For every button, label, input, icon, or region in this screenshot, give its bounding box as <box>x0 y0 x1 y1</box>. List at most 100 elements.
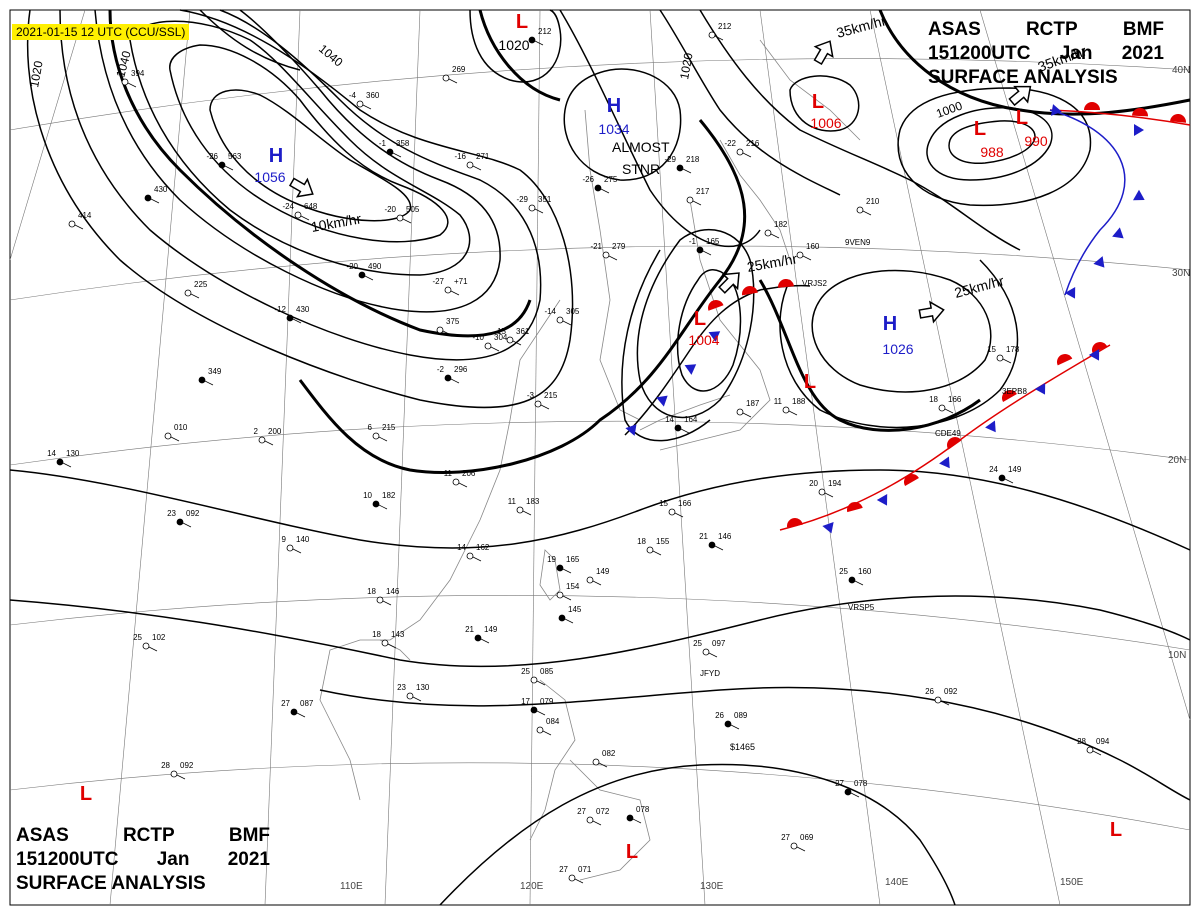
station-plot: -12 430 <box>274 305 310 324</box>
station-temperature: 11 <box>774 397 783 406</box>
warm-front-semicircle <box>787 518 803 528</box>
low-pressure-center: L <box>812 91 824 113</box>
station-pressure: 078 <box>854 779 868 788</box>
ship-callsign: JFYD <box>700 669 720 678</box>
lon-label: 150E <box>1060 877 1084 888</box>
title-time-2: 151200UTC <box>16 849 119 870</box>
station-plot: 212 <box>708 22 732 41</box>
station-plot: -16 271 <box>454 152 490 171</box>
station-temperature: 28 <box>1077 737 1086 746</box>
station-plot: -10 304 <box>472 333 508 352</box>
station-temperature: 18 <box>372 630 381 639</box>
isobar-label: 1020 <box>677 51 695 80</box>
station-temperature: -2 <box>437 365 445 374</box>
station-temperature: -26 <box>206 152 218 161</box>
station-pressure: 143 <box>391 630 405 639</box>
station-pressure: 430 <box>296 305 310 314</box>
title-block-top-right: ASAS RCTP BMF 151200UTC Jan 2021 SURFACE… <box>928 18 1164 90</box>
station-plot: 082 <box>592 749 616 768</box>
station-pressure: 216 <box>746 139 760 148</box>
station-plot: 20 194 <box>809 479 842 498</box>
high-pressure-center: H <box>269 145 283 167</box>
station-pressure: 178 <box>1006 345 1020 354</box>
station-plot: 11 206 <box>444 469 476 488</box>
station-temperature: 14 <box>457 543 466 552</box>
title-year: 2021 <box>1121 43 1164 64</box>
station-temperature: 11 <box>444 469 453 478</box>
ship-callsign: CDE49 <box>935 429 961 438</box>
station-plot: 187 <box>736 399 760 418</box>
station-temperature: 15 <box>987 345 996 354</box>
station-pressure: 218 <box>686 155 700 164</box>
station-plot: 225 <box>184 280 208 299</box>
lat-label: 20N <box>1168 455 1186 466</box>
warm-front-semicircle <box>847 502 863 513</box>
station-temperature: 11 <box>508 497 517 506</box>
station-pressure: 146 <box>386 587 400 596</box>
station-temperature: -15 <box>494 327 506 336</box>
warm-front-semicircle <box>1002 390 1017 402</box>
station-plot: -2 296 <box>437 365 468 384</box>
station-pressure: 490 <box>368 262 382 271</box>
station-plot: 25 097 <box>693 639 726 658</box>
station-plot: 349 <box>198 367 222 386</box>
cold-front-triangle <box>656 395 668 407</box>
title-time: 151200UTC <box>928 43 1031 64</box>
cold-front-triangle <box>939 456 950 469</box>
title-type: BMF <box>1122 19 1164 40</box>
station-temperature: -10 <box>472 333 484 342</box>
ship-callsign: 9VEN9 <box>845 238 871 247</box>
station-temperature: 18 <box>367 587 376 596</box>
station-pressure: 085 <box>540 667 554 676</box>
warm-front-semicircle <box>1057 354 1073 366</box>
station-plot: 25 102 <box>133 633 166 652</box>
station-pressure: 166 <box>948 395 962 404</box>
station-plot: 15 178 <box>987 345 1020 364</box>
title-product-2: SURFACE ANALYSIS <box>16 873 206 894</box>
station-temperature: 20 <box>809 479 818 488</box>
title-month-2: Jan <box>156 849 190 870</box>
cold-front-triangle <box>625 424 637 436</box>
station-temperature: 25 <box>839 567 848 576</box>
station-pressure: 092 <box>180 761 194 770</box>
station-plot: 145 <box>558 605 582 624</box>
cold-front-triangle <box>1034 383 1046 395</box>
warm-front-semicircle <box>904 474 919 486</box>
lat-label: 10N <box>1168 650 1186 661</box>
lon-label: 130E <box>700 881 724 892</box>
title-type-2: BMF <box>228 825 270 846</box>
station-temperature: 25 <box>521 667 530 676</box>
station-plot: 17 079 <box>521 697 554 716</box>
station-pressure: 375 <box>446 317 460 326</box>
annotation-text: ALMOST <box>612 139 670 155</box>
station-plot: -14 305 <box>544 307 580 326</box>
station-pressure: 160 <box>806 242 820 251</box>
station-pressure: 092 <box>186 509 200 518</box>
station-plot: 25 160 <box>839 567 872 586</box>
station-temperature: -1 <box>379 139 387 148</box>
station-temperature: -26 <box>582 175 594 184</box>
station-temperature: -24 <box>282 202 294 211</box>
station-temperature: -21 <box>590 242 602 251</box>
pressure-value: 988 <box>980 144 1004 160</box>
cold-front-triangle <box>1133 189 1145 201</box>
station-plot: -29 218 <box>664 155 700 174</box>
station-pressure: 361 <box>516 327 530 336</box>
station-temperature: -16 <box>454 152 466 161</box>
lat-lon-grid <box>9 9 1191 906</box>
station-temperature: -29 <box>516 195 528 204</box>
station-pressure: 010 <box>174 423 188 432</box>
station-plot: -22 216 <box>724 139 760 158</box>
low-pressure-center: L <box>694 308 706 330</box>
station-temperature: 27 <box>281 699 290 708</box>
station-plot: 154 <box>556 582 580 601</box>
station-plot: -20 490 <box>346 262 382 281</box>
station-plot: -29 351 <box>516 195 552 214</box>
title-agency: ASAS <box>928 19 981 40</box>
station-plot: 23 130 <box>397 683 430 702</box>
station-plot: 6 215 <box>368 423 396 442</box>
station-temperature: -14 <box>544 307 556 316</box>
station-plot: -21 279 <box>590 242 626 261</box>
warm-front-semicircle <box>947 437 962 450</box>
motion-arrow-icon <box>813 40 834 66</box>
